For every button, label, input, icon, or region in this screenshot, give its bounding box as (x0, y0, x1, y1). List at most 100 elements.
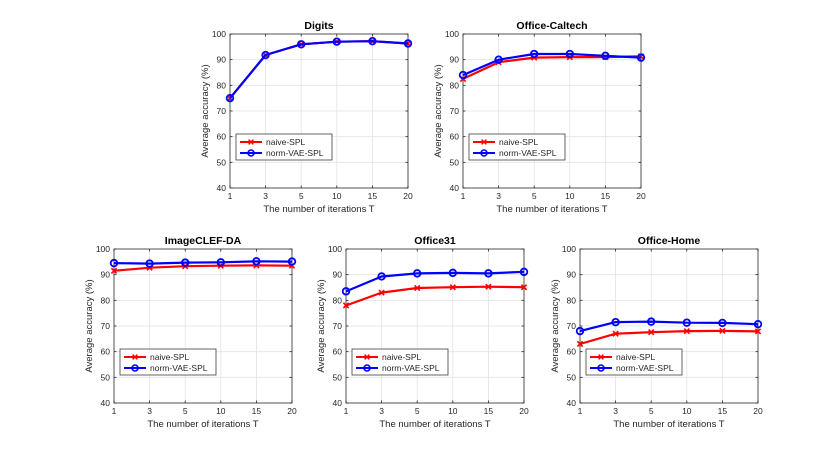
legend-label: naive-SPL (150, 352, 189, 362)
chart-title: ImageCLEF-DA (165, 235, 242, 247)
x-tick-label: 10 (565, 191, 575, 201)
x-tick-label: 15 (368, 191, 378, 201)
y-tick-label: 90 (217, 55, 227, 65)
y-tick-label: 40 (333, 398, 343, 408)
x-tick-label: 15 (484, 406, 494, 416)
x-tick-label: 5 (649, 406, 654, 416)
data-point-norm-VAE-SPL (413, 269, 422, 278)
legend-marker-naive-SPL (364, 354, 370, 360)
chart-title: Office31 (414, 235, 456, 247)
data-point-norm-VAE-SPL (287, 257, 297, 266)
y-tick-label: 100 (328, 244, 342, 254)
x-tick-label: 20 (636, 191, 646, 201)
x-tick-label: 1 (578, 406, 583, 416)
legend-marker-norm-VAE-SPL (131, 364, 139, 372)
series-line-naive-SPL (579, 329, 759, 346)
y-tick-label: 70 (101, 321, 111, 331)
y-tick-label: 50 (333, 372, 343, 382)
y-tick-label: 80 (217, 80, 227, 90)
x-tick-label: 5 (415, 406, 420, 416)
legend-marker-naive-SPL (481, 139, 487, 145)
chart-4: 1 3 5 10 15 20 40 50 60 70 80 90 100 Office-Home The n… (550, 235, 763, 430)
y-tick-label: 50 (567, 372, 577, 382)
data-point-norm-VAE-SPL (494, 55, 503, 64)
x-tick-label: 3 (496, 191, 501, 201)
y-tick-label: 40 (567, 398, 577, 408)
y-tick-label: 60 (450, 132, 460, 142)
chart-title: Digits (304, 20, 333, 32)
data-point-norm-VAE-SPL (718, 318, 727, 328)
y-axis-label: Average accuracy (%) (84, 279, 95, 372)
y-tick-label: 50 (101, 372, 111, 382)
y-axis-label: Average accuracy (%) (433, 64, 444, 157)
data-point-norm-VAE-SPL (297, 40, 306, 49)
x-tick-label: 5 (532, 191, 537, 201)
y-tick-label: 60 (101, 347, 111, 357)
data-point-naive-SPL (754, 328, 762, 335)
data-point-naive-SPL (612, 330, 619, 337)
chart-title: Office-Caltech (516, 20, 587, 32)
x-axis-label: The number of iterations T (496, 204, 607, 215)
data-point-naive-SPL (449, 284, 456, 291)
data-point-norm-VAE-SPL (575, 326, 585, 336)
y-tick-label: 80 (567, 295, 577, 305)
x-tick-label: 15 (252, 406, 262, 416)
x-tick-label: 10 (332, 191, 342, 201)
legend-label: norm-VAE-SPL (382, 363, 440, 373)
x-tick-label: 3 (613, 406, 618, 416)
y-tick-label: 90 (101, 270, 111, 280)
series-line-norm-VAE-SPL (229, 40, 409, 99)
data-point-norm-VAE-SPL (519, 267, 529, 277)
data-point-naive-SPL (414, 284, 421, 292)
y-tick-label: 80 (450, 80, 460, 90)
legend-label: norm-VAE-SPL (616, 363, 674, 373)
x-axis-label: The number of iterations T (147, 419, 258, 430)
series-line-norm-VAE-SPL (462, 52, 642, 77)
y-tick-label: 100 (96, 244, 110, 254)
data-point-naive-SPL (342, 302, 350, 309)
data-point-norm-VAE-SPL (109, 258, 119, 268)
data-point-norm-VAE-SPL (530, 49, 539, 59)
x-tick-label: 3 (263, 191, 268, 201)
data-point-norm-VAE-SPL (448, 268, 457, 278)
x-tick-label: 20 (753, 406, 763, 416)
y-tick-label: 90 (567, 270, 577, 280)
data-point-naive-SPL (378, 289, 385, 296)
data-point-norm-VAE-SPL (682, 318, 691, 327)
legend-marker-norm-VAE-SPL (247, 149, 255, 157)
data-point-naive-SPL (110, 267, 118, 274)
y-tick-label: 70 (567, 321, 577, 331)
data-point-norm-VAE-SPL (145, 259, 154, 268)
data-point-naive-SPL (683, 327, 690, 335)
legend-box (235, 133, 333, 161)
chart-3: 1 3 5 10 15 20 40 50 60 70 80 90 100 Office31 The numb… (316, 235, 529, 430)
legend-box (351, 348, 449, 376)
chart-0: 1 3 5 10 15 20 40 50 60 70 80 90 100 Digits The number… (200, 20, 413, 215)
series-line-norm-VAE-SPL (113, 260, 293, 265)
y-tick-label: 40 (101, 398, 111, 408)
x-tick-label: 3 (147, 406, 152, 416)
data-point-norm-VAE-SPL (368, 36, 377, 46)
legend-marker-naive-SPL (248, 139, 254, 145)
data-point-naive-SPL (576, 340, 584, 348)
data-point-norm-VAE-SPL (458, 70, 468, 80)
x-tick-label: 1 (461, 191, 466, 201)
x-tick-label: 1 (112, 406, 117, 416)
x-tick-label: 15 (718, 406, 728, 416)
y-tick-label: 70 (450, 106, 460, 116)
y-tick-label: 60 (567, 347, 577, 357)
y-tick-label: 60 (333, 347, 343, 357)
x-tick-label: 1 (228, 191, 233, 201)
data-point-norm-VAE-SPL (753, 320, 763, 329)
y-tick-label: 100 (562, 244, 576, 254)
x-tick-label: 20 (287, 406, 297, 416)
y-tick-label: 80 (101, 295, 111, 305)
legend-label: naive-SPL (382, 352, 421, 362)
x-tick-label: 5 (299, 191, 304, 201)
data-point-norm-VAE-SPL (565, 49, 574, 59)
